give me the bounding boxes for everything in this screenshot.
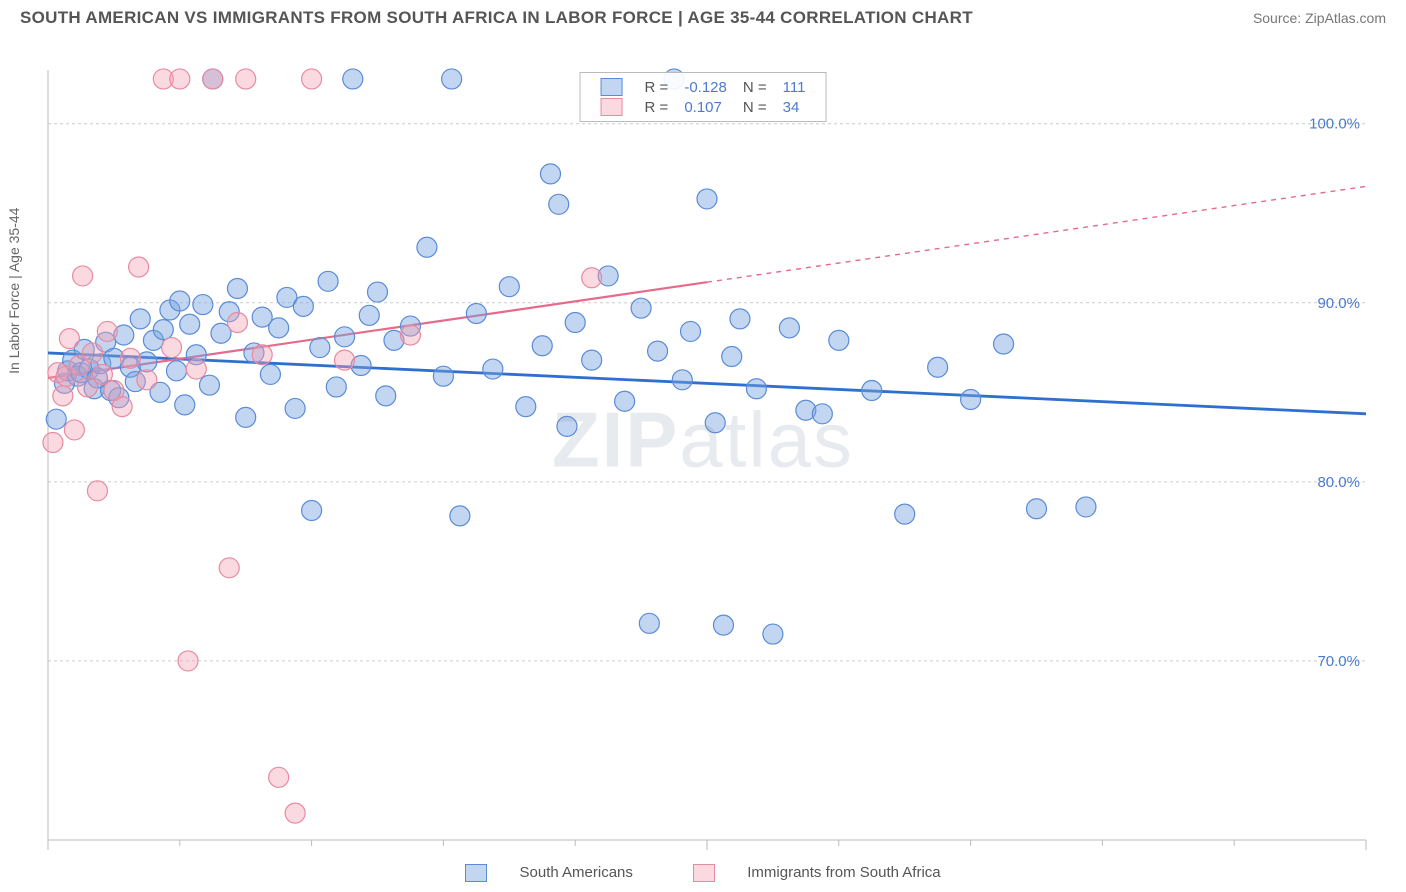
correlation-legend: R = -0.128 N = 111 R = 0.107 N = 34	[580, 72, 827, 122]
svg-text:80.0%: 80.0%	[1317, 474, 1360, 491]
source-label: Source: ZipAtlas.com	[1253, 10, 1386, 26]
legend-n-label: N =	[735, 97, 775, 117]
legend-swatch-blue	[601, 78, 623, 96]
legend-swatch-pink	[601, 98, 623, 116]
legend-swatch-pink	[693, 864, 715, 882]
legend-r-label: R =	[637, 77, 677, 97]
legend-swatch-blue	[465, 864, 487, 882]
chart-title: SOUTH AMERICAN VS IMMIGRANTS FROM SOUTH …	[20, 8, 973, 28]
legend-n-value: 34	[775, 97, 814, 117]
title-bar: SOUTH AMERICAN VS IMMIGRANTS FROM SOUTH …	[0, 0, 1406, 32]
legend-row-blue: R = -0.128 N = 111	[593, 77, 814, 97]
legend-r-label: R =	[637, 97, 677, 117]
series-legend: South Americans Immigrants from South Af…	[0, 864, 1406, 882]
svg-text:100.0%: 100.0%	[1309, 116, 1360, 133]
legend-r-value: 0.107	[676, 97, 735, 117]
svg-text:70.0%: 70.0%	[1317, 653, 1360, 670]
legend-label: Immigrants from South Africa	[747, 864, 940, 881]
legend-row-pink: R = 0.107 N = 34	[593, 97, 814, 117]
svg-text:90.0%: 90.0%	[1317, 295, 1360, 312]
legend-r-value: -0.128	[676, 77, 735, 97]
chart-area: In Labor Force | Age 35-44 70.0% 80.0% 90.…	[0, 32, 1406, 882]
correlation-legend-table: R = -0.128 N = 111 R = 0.107 N = 34	[593, 77, 814, 117]
legend-item-blue: South Americans	[451, 864, 651, 881]
scatter-plot-svg: 70.0%80.0%90.0%100.0%0.0%80.0%	[0, 32, 1406, 852]
legend-label: South Americans	[520, 864, 633, 881]
y-axis-label: In Labor Force | Age 35-44	[6, 208, 22, 374]
legend-item-pink: Immigrants from South Africa	[679, 864, 955, 881]
legend-n-value: 111	[775, 77, 814, 97]
legend-n-label: N =	[735, 77, 775, 97]
